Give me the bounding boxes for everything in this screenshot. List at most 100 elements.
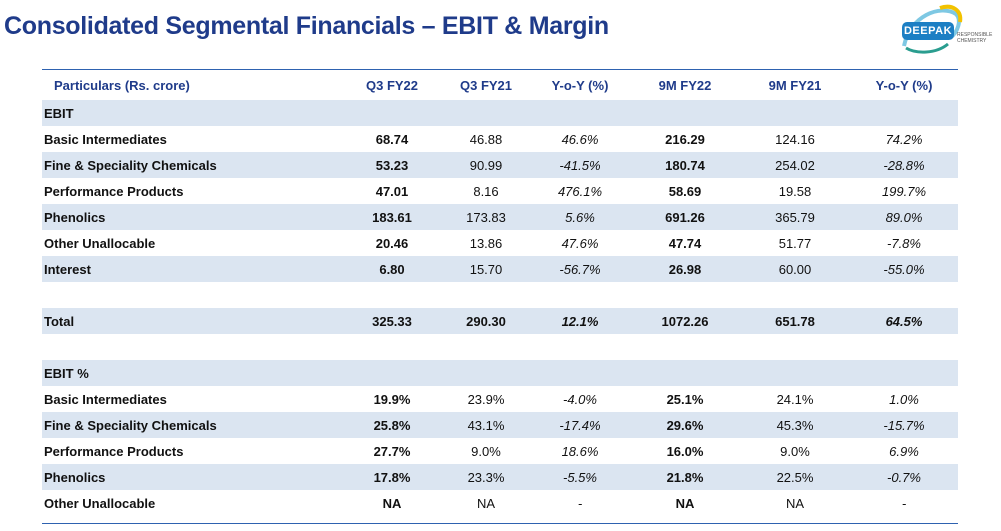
cell-value: 51.77: [740, 230, 850, 256]
table-row: Phenolics 17.8% 23.3% -5.5% 21.8% 22.5% -0.7%: [42, 464, 958, 490]
section-ebit: EBIT: [42, 100, 958, 126]
row-label: Basic Intermediates: [42, 126, 342, 152]
cell-value: 68.74: [342, 126, 442, 152]
cell-value: 8.16: [442, 178, 530, 204]
cell-value: 60.00: [740, 256, 850, 282]
top-rule: [42, 69, 958, 70]
spacer-cell: [42, 334, 958, 360]
cell-value: 476.1%: [530, 178, 630, 204]
cell-value: 47.74: [630, 230, 740, 256]
cell-value: 46.88: [442, 126, 530, 152]
cell-value: -0.7%: [850, 464, 958, 490]
column-header-9mfy21: 9M FY21: [768, 77, 822, 93]
cell-value: 17.8%: [342, 464, 442, 490]
cell-value: 9.0%: [740, 438, 850, 464]
cell-value: -4.0%: [530, 386, 630, 412]
cell-value: 26.98: [630, 256, 740, 282]
cell-value: -28.8%: [850, 152, 958, 178]
row-label: Interest: [42, 256, 342, 282]
cell-value: 19.9%: [342, 386, 442, 412]
cell-value: 18.6%: [530, 438, 630, 464]
row-label: Other Unallocable: [42, 230, 342, 256]
row-label: Basic Intermediates: [42, 386, 342, 412]
cell-value: 691.26: [630, 204, 740, 230]
cell-value: 45.3%: [740, 412, 850, 438]
cell-value: 1072.26: [630, 308, 740, 334]
table-row: Basic Intermediates 68.74 46.88 46.6% 216.29…: [42, 126, 958, 152]
cell-value: 6.9%: [850, 438, 958, 464]
cell-value: 21.8%: [630, 464, 740, 490]
company-logo: DEEPAK RESPONSIBLE CHEMISTRY: [896, 2, 996, 58]
row-label: Other Unallocable: [42, 490, 342, 516]
column-header-q-yoy: Y-o-Y (%): [551, 77, 609, 93]
bottom-rule: [42, 523, 958, 524]
cell-value: -41.5%: [530, 152, 630, 178]
row-label: Total: [42, 308, 342, 334]
table-row: Other Unallocable 20.46 13.86 47.6% 47.74 51.…: [42, 230, 958, 256]
logo-tagline: RESPONSIBLE CHEMISTRY: [957, 32, 993, 44]
cell-value: -15.7%: [850, 412, 958, 438]
column-header-q3fy22: Q3 FY22: [365, 77, 419, 93]
table-row: Fine & Speciality Chemicals 25.8% 43.1% -17…: [42, 412, 958, 438]
cell-value: 24.1%: [740, 386, 850, 412]
table-row: Other Unallocable NA NA - NA NA -: [42, 490, 958, 516]
cell-value: 20.46: [342, 230, 442, 256]
cell-value: 651.78: [740, 308, 850, 334]
cell-value: 6.80: [342, 256, 442, 282]
cell-value: 16.0%: [630, 438, 740, 464]
cell-value: 23.9%: [442, 386, 530, 412]
cell-value: 29.6%: [630, 412, 740, 438]
row-label: Fine & Speciality Chemicals: [42, 412, 342, 438]
cell-value: 53.23: [342, 152, 442, 178]
cell-value: 22.5%: [740, 464, 850, 490]
row-label: Phenolics: [42, 464, 342, 490]
cell-value: 46.6%: [530, 126, 630, 152]
row-label: Phenolics: [42, 204, 342, 230]
cell-value: 183.61: [342, 204, 442, 230]
cell-value: 15.70: [442, 256, 530, 282]
page-title: Consolidated Segmental Financials – EBIT…: [4, 12, 609, 40]
cell-value: 89.0%: [850, 204, 958, 230]
cell-value: 58.69: [630, 178, 740, 204]
cell-value: 180.74: [630, 152, 740, 178]
cell-value: -56.7%: [530, 256, 630, 282]
cell-value: 74.2%: [850, 126, 958, 152]
cell-value: -7.8%: [850, 230, 958, 256]
column-header-9mfy22: 9M FY22: [658, 77, 712, 93]
cell-value: 12.1%: [530, 308, 630, 334]
cell-value: 47.6%: [530, 230, 630, 256]
cell-value: NA: [630, 490, 740, 516]
column-header-9m-yoy: Y-o-Y (%): [875, 77, 933, 93]
section-ebit-margin-row: EBIT %: [42, 360, 958, 386]
cell-value: 173.83: [442, 204, 530, 230]
cell-value: 25.8%: [342, 412, 442, 438]
column-header-q3fy21: Q3 FY21: [459, 77, 513, 93]
cell-value: 43.1%: [442, 412, 530, 438]
cell-value: 216.29: [630, 126, 740, 152]
row-label: Performance Products: [42, 438, 342, 464]
cell-value: -55.0%: [850, 256, 958, 282]
table-row: Total 325.33 290.30 12.1% 1072.26 651.78 64.5%: [42, 308, 958, 334]
spacer-cell: [42, 282, 958, 308]
cell-value: 9.0%: [442, 438, 530, 464]
table-row: Basic Intermediates 19.9% 23.9% -4.0% 25.1% 2…: [42, 386, 958, 412]
cell-value: 365.79: [740, 204, 850, 230]
row-label: Fine & Speciality Chemicals: [42, 152, 342, 178]
cell-value: 27.7%: [342, 438, 442, 464]
spacer-row: [42, 282, 958, 308]
cell-value: 199.7%: [850, 178, 958, 204]
cell-value: 13.86: [442, 230, 530, 256]
table-row: Interest 6.80 15.70 -56.7% 26.98 60.00 -55.0%: [42, 256, 958, 282]
table-header-row: Particulars (Rs. crore) Q3 FY22 Q3 FY21 …: [42, 70, 958, 100]
logo-wordmark: DEEPAK: [902, 22, 954, 40]
cell-value: 47.01: [342, 178, 442, 204]
cell-value: -17.4%: [530, 412, 630, 438]
cell-value: 23.3%: [442, 464, 530, 490]
cell-value: 254.02: [740, 152, 850, 178]
section-ebit-margin: EBIT %: [42, 360, 958, 386]
cell-value: 1.0%: [850, 386, 958, 412]
table-row: Performance Products 27.7% 9.0% 18.6% 16.0% 9…: [42, 438, 958, 464]
cell-value: -: [850, 490, 958, 516]
table-row: Phenolics 183.61 173.83 5.6% 691.26 365.79 89.…: [42, 204, 958, 230]
cell-value: 325.33: [342, 308, 442, 334]
